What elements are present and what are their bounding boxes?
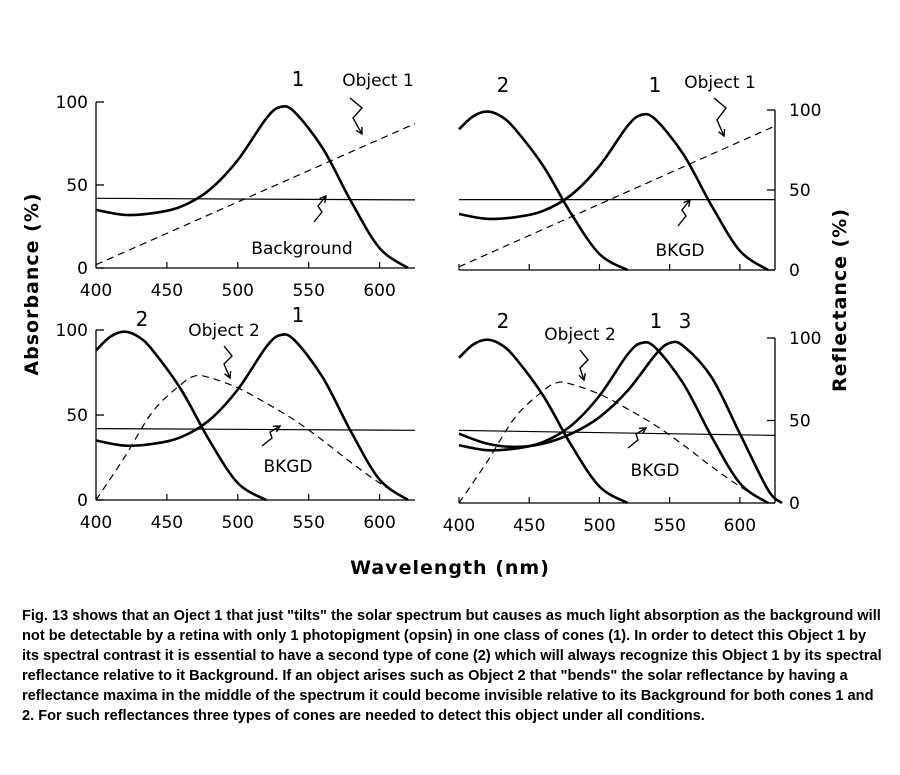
x-tick-label: 550	[292, 513, 324, 533]
x-tick-label: 500	[583, 516, 615, 536]
arrow-head	[224, 370, 232, 380]
series-object-1	[95, 123, 416, 266]
y-tick-label: 100	[789, 329, 821, 349]
arrow-head	[718, 128, 726, 138]
series-label: Object 1	[684, 73, 756, 93]
series-label: 2	[136, 307, 149, 331]
series-label: 2	[497, 309, 510, 333]
y-tick-label: 0	[789, 494, 800, 514]
x-tick-label: 400	[443, 516, 475, 536]
x-tick-label: 500	[222, 513, 254, 533]
annotation-arrow	[677, 199, 691, 227]
series-label: BKGD	[263, 457, 312, 477]
arrow-head	[638, 427, 648, 435]
annotation-arrow	[579, 349, 589, 381]
series-background	[95, 197, 416, 201]
arrow-head	[683, 198, 691, 208]
series-label: Object 1	[342, 71, 414, 91]
series-label: Object 2	[544, 325, 616, 345]
y-tick-label: 100	[56, 321, 88, 341]
series-label: 1	[292, 67, 305, 91]
x-tick-label: 450	[151, 281, 183, 301]
y-tick-label: 0	[77, 491, 88, 511]
figure-caption: Fig. 13 shows that an Oject 1 that just …	[22, 608, 882, 724]
series-label: 3	[679, 309, 692, 333]
arrow-head	[272, 425, 282, 433]
arrow-head	[355, 126, 363, 136]
y-tick-label: 50	[789, 181, 811, 201]
series-object-2	[458, 381, 769, 504]
panel-top-left: 0 50 100 400 450 500 550 600 1 Object 1 Background	[56, 67, 416, 301]
series-3	[458, 340, 783, 505]
series-object-2	[95, 374, 409, 501]
annotation-arrow	[349, 97, 364, 135]
x-tick-label: 400	[80, 281, 112, 301]
series-label: BKGD	[630, 461, 679, 481]
x-tick-label: 400	[80, 513, 112, 533]
y-tick-label: 0	[77, 259, 88, 279]
series-label: 1	[650, 309, 663, 333]
x-tick-label: 550	[653, 516, 685, 536]
y-tick-label: 50	[66, 406, 88, 426]
series-object-1	[458, 125, 776, 268]
annotation-arrow	[223, 345, 233, 379]
x-tick-label: 600	[363, 281, 395, 301]
x-tick-label: 550	[292, 281, 324, 301]
y-axis-title-right: Reflectance (%)	[829, 208, 851, 392]
series-label: 2	[497, 73, 510, 97]
x-axis-title: Wavelength (nm)	[350, 557, 550, 579]
series-1	[458, 340, 769, 505]
series-2	[458, 338, 629, 505]
y-tick-label: 100	[789, 101, 821, 121]
y-tick-label: 50	[789, 412, 811, 432]
series-label: 1	[649, 73, 662, 97]
panel-bottom-right: 0 50 100 400 450 500 550 600 2 1 3 Object 2 BKGD	[443, 309, 822, 536]
annotation-arrow	[713, 97, 727, 137]
series-1	[95, 104, 409, 270]
arrow-head	[578, 372, 586, 382]
x-tick-label: 600	[363, 513, 395, 533]
series-label: Object 2	[188, 321, 260, 341]
annotation-arrow	[627, 427, 647, 449]
y-tick-label: 50	[66, 176, 88, 196]
y-axis-title-left: Absorbance (%)	[21, 192, 43, 375]
annotation-arrow	[313, 195, 327, 223]
x-tick-label: 600	[724, 516, 756, 536]
series-bkgd	[458, 429, 776, 436]
series-2	[458, 110, 629, 272]
annotation-arrow	[261, 425, 281, 447]
panel-top-right: 0 50 100 2 1 Object 1 BKGD	[458, 73, 821, 281]
series-label: 1	[292, 303, 305, 327]
y-tick-label: 100	[56, 93, 88, 113]
x-tick-label: 450	[151, 513, 183, 533]
panel-bottom-left: 0 50 100 400 450 500 550 600 2 1 Object 2 BKGD	[56, 303, 416, 533]
series-2	[95, 330, 267, 502]
series-1	[95, 333, 409, 502]
arrow-head	[319, 194, 327, 204]
x-tick-label: 500	[222, 281, 254, 301]
series-label: BKGD	[655, 241, 704, 261]
x-tick-label: 450	[513, 516, 545, 536]
y-tick-label: 0	[789, 261, 800, 281]
series-1	[458, 112, 769, 272]
series-label: Background	[251, 239, 352, 259]
series-bkgd	[95, 428, 416, 431]
